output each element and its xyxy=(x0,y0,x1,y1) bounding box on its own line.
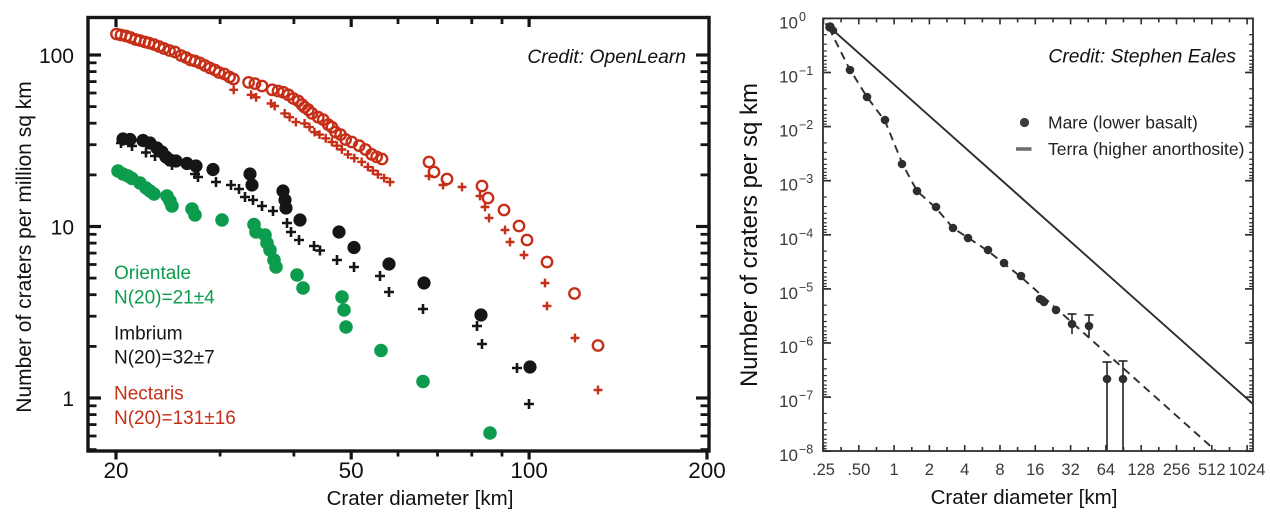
svg-text:Mare (lower basalt): Mare (lower basalt) xyxy=(1048,113,1198,133)
svg-text:Crater diameter [km]: Crater diameter [km] xyxy=(931,486,1118,509)
svg-text:100: 100 xyxy=(510,458,548,483)
svg-text:10: 10 xyxy=(779,446,798,465)
svg-text:−6: −6 xyxy=(799,335,813,349)
svg-text:10: 10 xyxy=(779,392,798,411)
svg-text:1: 1 xyxy=(62,388,74,411)
svg-text:−7: −7 xyxy=(799,389,813,403)
svg-text:8: 8 xyxy=(995,461,1004,479)
svg-text:10: 10 xyxy=(779,68,798,87)
svg-text:20: 20 xyxy=(103,458,128,483)
svg-text:N(20)=32±7: N(20)=32±7 xyxy=(114,348,215,369)
svg-text:10: 10 xyxy=(779,230,798,249)
svg-text:10: 10 xyxy=(51,217,74,240)
svg-text:.25: .25 xyxy=(812,461,835,479)
svg-text:256: 256 xyxy=(1163,461,1191,479)
svg-text:−5: −5 xyxy=(799,280,813,294)
svg-text:100: 100 xyxy=(39,45,74,68)
svg-text:512: 512 xyxy=(1198,461,1226,479)
svg-text:Terra (higher anorthosite): Terra (higher anorthosite) xyxy=(1048,139,1244,159)
svg-text:1: 1 xyxy=(890,461,899,479)
svg-text:Crater diameter [km]: Crater diameter [km] xyxy=(327,487,514,510)
svg-text:Imbrium: Imbrium xyxy=(114,324,183,345)
svg-text:−8: −8 xyxy=(799,443,813,457)
svg-text:−3: −3 xyxy=(799,172,813,186)
svg-text:N(20)=131±16: N(20)=131±16 xyxy=(114,408,236,429)
svg-text:Nectaris: Nectaris xyxy=(114,384,184,405)
svg-text:64: 64 xyxy=(1097,461,1115,479)
svg-text:.50: .50 xyxy=(847,461,870,479)
svg-text:−2: −2 xyxy=(799,118,813,132)
svg-text:Orientale: Orientale xyxy=(114,263,191,284)
svg-text:2: 2 xyxy=(925,461,934,479)
svg-text:1024: 1024 xyxy=(1229,461,1266,479)
svg-text:16: 16 xyxy=(1026,461,1044,479)
svg-text:0: 0 xyxy=(799,10,806,24)
svg-text:10: 10 xyxy=(779,284,798,303)
svg-text:−4: −4 xyxy=(799,226,813,240)
svg-text:200: 200 xyxy=(688,458,726,483)
svg-text:50: 50 xyxy=(339,458,364,483)
svg-text:10: 10 xyxy=(779,13,798,32)
svg-text:N(20)=21±4: N(20)=21±4 xyxy=(114,288,215,309)
svg-text:Number of craters per million: Number of craters per million sq km xyxy=(13,81,36,412)
svg-text:4: 4 xyxy=(960,461,969,479)
svg-text:128: 128 xyxy=(1127,461,1155,479)
svg-text:Number of craters per sq km: Number of craters per sq km xyxy=(736,83,763,387)
svg-text:10: 10 xyxy=(779,176,798,195)
svg-text:Credit: Stephen Eales: Credit: Stephen Eales xyxy=(1048,47,1236,68)
svg-text:Credit: OpenLearn: Credit: OpenLearn xyxy=(527,47,686,68)
svg-text:10: 10 xyxy=(779,338,798,357)
svg-text:10: 10 xyxy=(779,122,798,141)
svg-text:32: 32 xyxy=(1061,461,1079,479)
svg-text:−1: −1 xyxy=(799,64,813,78)
